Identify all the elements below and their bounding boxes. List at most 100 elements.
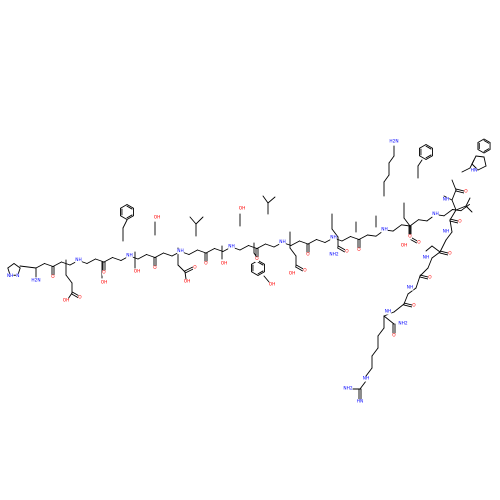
peptide-backbone: [248, 245, 258, 249]
trp-indole-benzene: [477, 138, 491, 154]
leu2-side-chain-b: [465, 197, 471, 207]
glu2-oh: OH: [289, 271, 296, 277]
glu3-carbonyl-o: O: [417, 240, 421, 246]
peptide-backbone: [205, 248, 215, 254]
bond-layer: [7, 140, 490, 400]
imidazole-nh: NH: [7, 273, 13, 279]
double-bond-a: [419, 276, 429, 280]
peptide-backbone: [460, 203, 470, 212]
trp-side-chain: [461, 167, 471, 173]
atom-label-backdrop: [306, 252, 310, 258]
peptide-backbone: [197, 249, 207, 254]
c-terminal-chain: [451, 199, 457, 211]
atom-label-backdrop: [412, 303, 416, 309]
peptide-backbone: [401, 224, 411, 227]
gln-carbonyl-o: O: [345, 249, 349, 255]
c-chain-carbonyl-o: O: [464, 189, 468, 195]
leu2-side-chain-a: [465, 205, 473, 213]
atom-label-backdrop: [153, 265, 157, 272]
peptide-backbone: [409, 219, 419, 227]
atom-label-backdrop: [279, 239, 286, 246]
amide-nh: NH: [126, 253, 132, 259]
atom-label-backdrop: [153, 215, 161, 221]
peptide-backbone: [95, 258, 105, 263]
double-bond-a: [184, 268, 194, 274]
phe1-benzene-ring: [120, 203, 134, 221]
glu-oh: OH: [63, 298, 70, 304]
atom-label-backdrop: [204, 261, 208, 267]
atom-label-backdrop: [432, 212, 439, 218]
tyr-oh-bond: [263, 275, 270, 283]
aromatic-inner-bond: [126, 205, 133, 210]
atom-label-layer: ONHONHONHONHONHONHONHONHNNHH2NOOHOHOHOHO…: [6, 139, 478, 405]
glu3-side-chain: [403, 217, 411, 227]
c-chain-nh: NH: [443, 197, 449, 203]
atom-label-backdrop: [398, 321, 408, 327]
leu1-side-chain-a: [262, 195, 269, 204]
atom-label-backdrop: [126, 253, 133, 259]
tyr-oh: OH: [269, 282, 276, 288]
c-chain-nh: NH: [423, 255, 429, 261]
leu2-side-chain-a: [455, 205, 467, 211]
thr1-oh: OH: [101, 280, 108, 286]
carbonyl-oxygen: O: [204, 261, 208, 267]
c-terminal-chain: [415, 275, 421, 289]
atom-label-backdrop: [422, 255, 430, 261]
peptide-backbone: [350, 236, 360, 240]
c-terminal-chain: [427, 257, 433, 269]
asp-side-chain: [177, 264, 186, 273]
amide-nh: NH: [330, 235, 336, 241]
carbonyl-oxygen: O: [153, 265, 157, 271]
gln-nh2: NH2: [329, 252, 338, 258]
c-chain-carbonyl-o: O: [428, 275, 432, 281]
carbonyl-oxygen: O: [357, 247, 361, 253]
atom-label-backdrop: [183, 279, 191, 285]
phe2-side-chain: [417, 159, 423, 167]
peptide-backbone: [188, 249, 198, 255]
n-terminal-amine: H2N: [31, 278, 40, 284]
double-bond-b: [449, 218, 459, 222]
atom-label-backdrop: [100, 280, 108, 286]
leu1-side-chain-b: [267, 196, 276, 204]
val-side-chain-b: [195, 216, 204, 225]
atom-label-backdrop: [288, 271, 296, 277]
c-terminal-chain: [431, 251, 441, 259]
glu-side-chain: [65, 274, 73, 284]
lys-side-chain: [388, 155, 395, 164]
peptide-backbone: [163, 252, 173, 257]
atom-label-backdrop: [268, 282, 276, 288]
double-bond-b: [439, 250, 449, 254]
double-bond-a: [295, 266, 303, 272]
atom-label-backdrop: [193, 265, 197, 271]
c-terminal-chain: [407, 287, 417, 295]
his-side-chain: [19, 265, 37, 269]
glu2-carbonyl-o: O: [303, 268, 307, 274]
arg-guanidine-bond: [359, 380, 367, 390]
asp-carbonyl-o: O: [193, 265, 197, 271]
peptide-backbone: [392, 224, 402, 232]
atom-label-backdrop: [362, 376, 370, 382]
ile-side-chain: [425, 245, 433, 252]
peptide-backbone: [299, 240, 309, 245]
peptide-backbone: [367, 234, 377, 237]
atom-label-backdrop: [78, 295, 82, 301]
atom-label-backdrop: [389, 139, 399, 145]
aromatic-inner-bond: [126, 214, 133, 219]
atom-label-backdrop: [345, 249, 349, 255]
peptide-backbone: [137, 254, 147, 260]
glu2-side-chain: [289, 247, 297, 257]
peptide-backbone: [307, 239, 317, 245]
c-terminal-chain: [419, 267, 429, 277]
arg-side-chain: [377, 327, 385, 337]
atom-label-backdrop: [408, 234, 412, 240]
atom-label-backdrop: [238, 206, 246, 212]
atom-label-backdrop: [15, 273, 20, 279]
atom-label-backdrop: [428, 275, 432, 281]
amide-nh: NH: [279, 239, 285, 245]
imidazole-ring: [7, 263, 15, 269]
double-bond-b: [419, 274, 429, 278]
c-chain-nh: NH: [407, 285, 413, 291]
glu3-oh: OH: [401, 243, 408, 249]
atom-label-backdrop: [406, 285, 414, 291]
